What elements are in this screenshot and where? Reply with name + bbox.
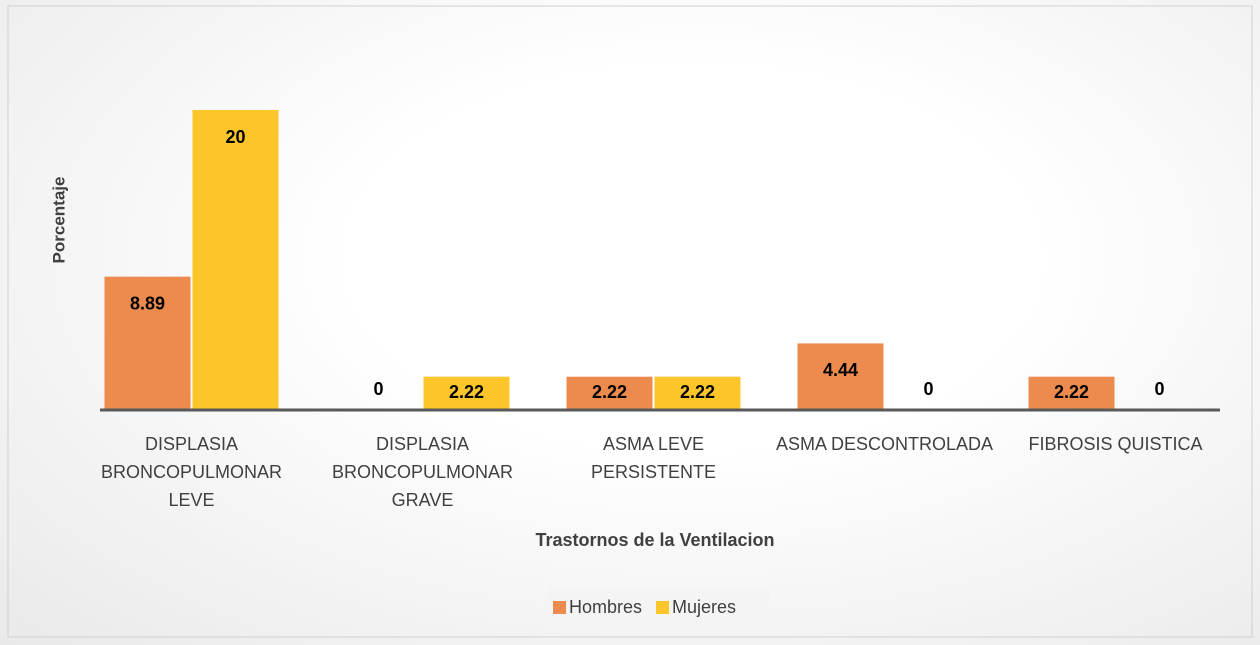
x-tick-label: DISPLASIA BRONCOPULMONAR LEVE [100, 434, 283, 510]
y-axis-title: Porcentaje [49, 177, 68, 264]
data-label: 2.22 [680, 382, 715, 402]
bar [566, 376, 653, 410]
bar [192, 110, 279, 410]
chart-border [7, 5, 1253, 638]
x-tick-label: DISPLASIA BRONCOPULMONAR GRAVE [331, 434, 514, 510]
bar [104, 276, 191, 410]
x-tick-label: FIBROSIS QUISTICA [1028, 434, 1203, 454]
data-label: 0 [923, 379, 933, 399]
legend-swatch [656, 601, 670, 614]
legend-label: Mujeres [672, 597, 736, 617]
data-label: 2.22 [1054, 382, 1089, 402]
legend-swatch [553, 601, 566, 614]
legend-label: Hombres [569, 597, 642, 617]
x-tick-label: ASMA LEVE PERSISTENTE [590, 434, 717, 482]
data-label: 0 [373, 379, 383, 399]
data-label: 8.89 [130, 293, 165, 313]
bar [654, 376, 741, 410]
bar [797, 343, 884, 410]
data-label: 0 [1154, 379, 1164, 399]
data-label: 4.44 [823, 360, 858, 380]
data-label: 2.22 [449, 382, 484, 402]
x-axis-title: Trastornos de la Ventilacion [535, 530, 774, 550]
x-tick-label: ASMA DESCONTROLADA [775, 434, 994, 454]
bar [423, 376, 510, 410]
data-label: 20 [225, 127, 245, 147]
data-label: 2.22 [592, 382, 627, 402]
bar [1028, 376, 1115, 410]
